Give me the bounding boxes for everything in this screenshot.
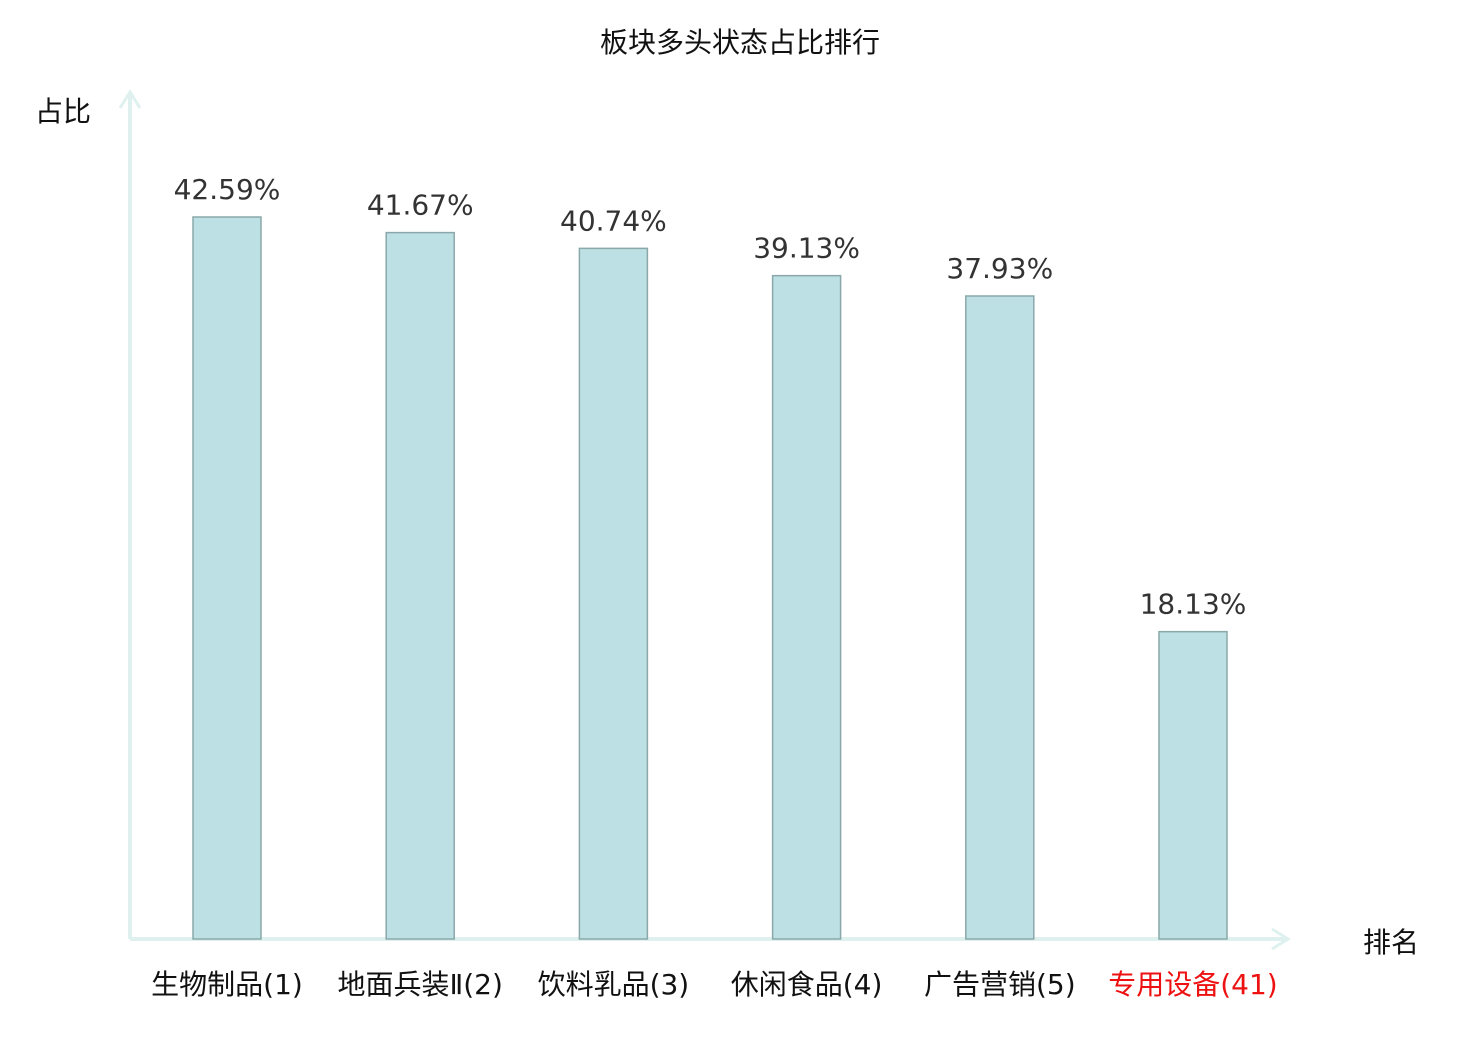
axes (118, 89, 1291, 951)
bar (965, 295, 1035, 940)
bar (192, 216, 262, 940)
data-label: 42.59% (174, 173, 281, 206)
bar (771, 274, 842, 940)
bar (1158, 630, 1228, 940)
x-tick-label: 饮料乳品(3) (538, 968, 690, 1001)
data-label: 37.93% (946, 252, 1053, 285)
data-label: 18.13% (1140, 588, 1247, 621)
bar (578, 247, 649, 940)
x-axis-arrow (1271, 927, 1291, 951)
y-axis-label: 占比 (35, 95, 91, 128)
x-axis-label: 排名 (1363, 926, 1419, 959)
x-tick-label: 生物制品(1) (151, 968, 303, 1001)
y-axis-arrow (118, 89, 142, 109)
data-label: 39.13% (753, 232, 860, 265)
x-tick-label: 广告营销(5) (924, 968, 1076, 1001)
x-tick-label: 地面兵装Ⅱ(2) (337, 968, 502, 1001)
bars: 42.59% 生物制品(1) 41.67% 地面兵装Ⅱ(2) 40.74% 饮料乳品(3)… (151, 173, 1278, 1001)
x-tick-label: 专用设备(41) (1108, 968, 1277, 1001)
chart-title: 板块多头状态占比排行 (600, 26, 880, 59)
data-label: 41.67% (367, 189, 474, 222)
bar (385, 231, 455, 940)
x-tick-label: 休闲食品(4) (731, 968, 883, 1001)
data-label: 40.74% (560, 204, 667, 237)
